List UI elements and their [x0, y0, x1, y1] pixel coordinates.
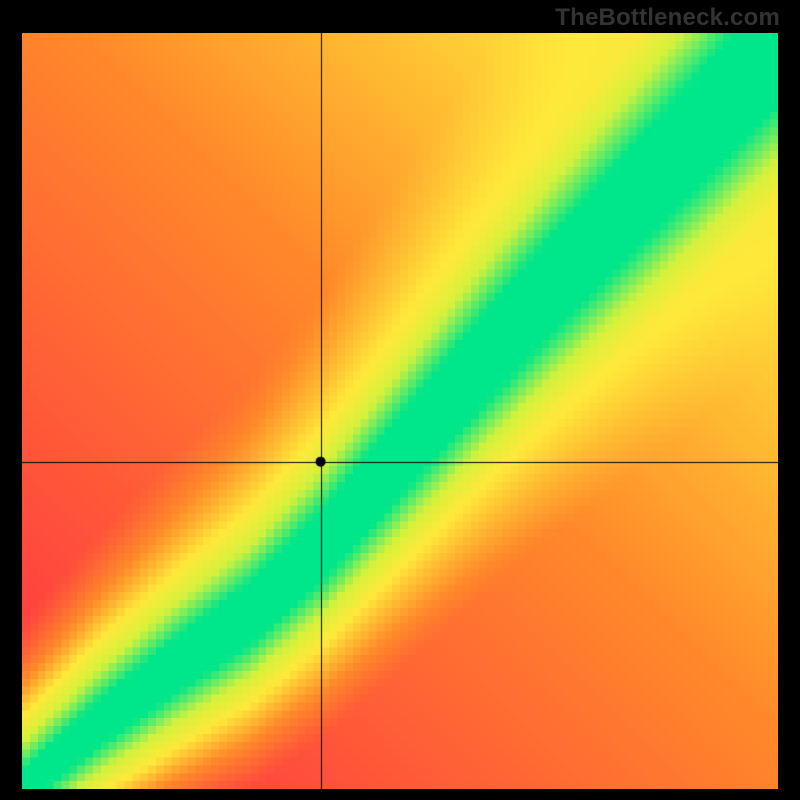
crosshair-overlay: [22, 33, 778, 789]
chart-container: TheBottleneck.com: [0, 0, 800, 800]
watermark-label: TheBottleneck.com: [555, 4, 780, 32]
